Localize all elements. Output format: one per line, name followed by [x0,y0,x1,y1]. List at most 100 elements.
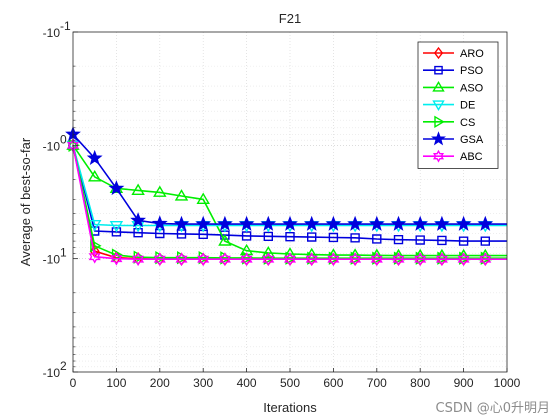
x-tick-label: 1000 [494,376,521,390]
series-marker [283,252,297,267]
y-tick-label: -10 [43,253,61,267]
x-tick-label: 400 [237,376,257,390]
y-tick-label: -10 [43,139,61,153]
x-tick-label: 700 [367,376,387,390]
x-axis-label: Iterations [263,400,317,415]
series-pso [68,140,507,246]
series-marker [412,215,429,231]
series-marker [217,215,233,231]
series-marker [350,233,360,243]
series-marker [433,149,444,163]
series-marker [415,235,425,245]
series-marker [432,81,445,92]
series-marker [458,236,469,246]
series-marker [434,115,445,129]
legend-label: PSO [460,65,484,77]
series-marker [218,234,232,246]
legend-label: ABC [460,151,483,163]
series-marker [87,170,102,182]
series-marker [285,231,295,242]
legend-label: ARO [460,48,484,60]
series-marker [111,248,124,262]
series-marker [263,231,273,242]
series-marker [434,215,450,231]
series-marker [198,229,208,240]
series-marker [372,234,382,244]
series-marker [435,252,448,267]
x-tick-label: 200 [150,376,170,390]
y-tick-exponent: 0 [60,132,67,146]
series-marker [432,100,445,111]
series-marker [151,215,168,231]
series-marker [368,215,385,231]
series-marker [132,252,145,267]
series-marker [479,252,492,267]
legend-entry-cs: CS [423,115,475,129]
y-tick-label: -10 [43,26,61,40]
series-marker [434,65,443,75]
series-marker [392,252,405,267]
series-marker [240,252,253,267]
series-marker [218,252,231,267]
legend-entry-de: DE [423,100,475,112]
series-marker [480,236,490,246]
x-tick-label: 900 [454,376,474,390]
x-tick-label: 600 [323,376,343,390]
series-marker [90,239,102,253]
series-marker [88,249,101,264]
series-marker [437,235,447,246]
watermark: CSDN @心0升明月 [435,401,550,416]
series-marker [349,252,362,267]
series-marker [260,215,277,231]
series-marker [87,219,102,232]
x-tick-label: 0 [70,376,77,390]
y-tick-exponent: -1 [60,19,71,33]
series-marker [303,215,320,231]
series-marker [370,252,383,267]
series-line [72,145,507,259]
series-marker [220,230,230,240]
chart-title: F21 [279,11,301,26]
series-marker [153,252,166,267]
legend-entry-aso: ASO [423,81,484,94]
legend: ARO PSO ASO DE CS GSA ABC [417,41,499,169]
series-marker [325,215,342,231]
series-marker [347,215,363,231]
series-marker [175,252,188,267]
legend-entry-abc: ABC [423,149,483,163]
x-tick-label: 800 [410,376,430,390]
x-tick-label: 500 [280,376,300,390]
series-marker [414,252,427,267]
series-marker [131,183,145,196]
x-tick-label: 300 [193,376,213,390]
series-marker [433,46,444,60]
series-marker [390,215,407,231]
series-marker [109,220,124,233]
series-marker [328,232,339,243]
x-tick-label: 100 [106,376,126,390]
y-tick-exponent: 1 [60,246,67,260]
series-marker [130,212,146,228]
series-marker [477,215,494,231]
series-marker [307,232,317,242]
series-marker [108,180,125,196]
series-line [72,145,507,242]
series-marker [455,215,472,231]
axis-ticks: 0 100 200 300 400 500 600 700 800 900 1000-10 -1-10… [43,19,521,390]
legend-label: GSA [460,134,484,146]
series-marker [305,252,318,267]
series-marker [241,231,252,241]
series-marker [174,189,189,201]
series-line [72,145,507,260]
series-marker [457,252,470,267]
series-marker [110,251,123,266]
y-tick-label: -10 [43,366,61,380]
y-tick-exponent: 2 [60,359,67,373]
y-axis-label: Average of best-so-far [18,137,33,266]
series-marker [197,252,210,267]
series-marker [327,252,340,267]
series-marker [262,252,275,267]
legend-label: ASO [460,82,484,94]
legend-entry-gsa: GSA [423,131,484,146]
